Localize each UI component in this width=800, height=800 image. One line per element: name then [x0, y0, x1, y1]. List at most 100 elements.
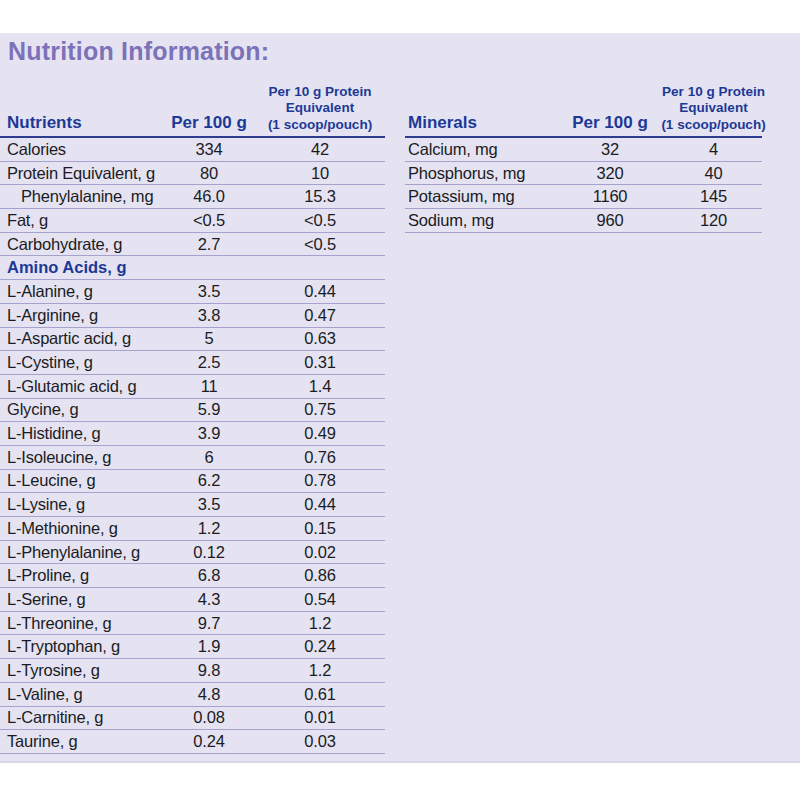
- table-row: L-Alanine, g 3.5 0.44: [0, 280, 385, 304]
- per-100g-value: 9.8: [148, 661, 270, 680]
- per-10g-value: 0.44: [270, 495, 370, 514]
- page-title: Nutrition Information:: [8, 37, 269, 66]
- nutrition-panel: Nutrition Information: Nutrients Per 100…: [0, 33, 800, 763]
- row-label: L-Arginine, g: [0, 306, 148, 325]
- per-100g-value: 0.12: [148, 543, 270, 562]
- table-row: L-Threonine, g 9.7 1.2: [0, 612, 385, 636]
- nutrients-table: Nutrients Per 100 g Per 10 g Protein Equ…: [0, 76, 385, 754]
- per-100g-value: 80: [148, 164, 270, 183]
- per-10g-value: 0.01: [270, 708, 370, 727]
- per-10g-value: 0.63: [270, 329, 370, 348]
- table-row: L-Proline, g 6.8 0.86: [0, 564, 385, 588]
- per-100g-value: 1.9: [148, 637, 270, 656]
- row-label: Taurine, g: [0, 732, 148, 751]
- table-row: Phenylalanine, mg 46.0 15.3: [0, 185, 385, 209]
- per-10g-header-line3: (1 scoop/pouch): [268, 117, 372, 134]
- row-label: L-Leucine, g: [0, 471, 148, 490]
- per-10g-value: 145: [665, 187, 762, 206]
- per-100g-value: 2.5: [148, 353, 270, 372]
- row-label: L-Alanine, g: [0, 282, 148, 301]
- table-row: L-Tyrosine, g 9.8 1.2: [0, 659, 385, 683]
- per-10g-value: 10: [270, 164, 370, 183]
- per-10g-header-line3: (1 scoop/pouch): [661, 117, 765, 134]
- table-row: Carbohydrate, g 2.7 <0.5: [0, 233, 385, 257]
- table-row: L-Cystine, g 2.5 0.31: [0, 351, 385, 375]
- per-10g-value: 0.15: [270, 519, 370, 538]
- per-100g-value: 4.8: [148, 685, 270, 704]
- per-100g-value: <0.5: [148, 211, 270, 230]
- per-10g-header-line2: Equivalent: [679, 100, 747, 117]
- per-100g-header: Per 100 g: [555, 113, 665, 136]
- table-row: L-Methionine, g 1.2 0.15: [0, 517, 385, 541]
- table-row: L-Leucine, g 6.2 0.78: [0, 470, 385, 494]
- per-100g-value: 960: [555, 211, 665, 230]
- table-row: Taurine, g 0.24 0.03: [0, 730, 385, 754]
- row-label: Potassium, mg: [405, 187, 555, 206]
- per-10g-value: 40: [665, 164, 762, 183]
- row-label: Glycine, g: [0, 400, 148, 419]
- minerals-table-header: Minerals Per 100 g Per 10 g Protein Equi…: [405, 76, 762, 138]
- table-row: L-Valine, g 4.8 0.61: [0, 683, 385, 707]
- nutrients-table-rows: Calories 334 42 Protein Equivalent, g 80…: [0, 138, 385, 754]
- row-label: Carbohydrate, g: [0, 235, 148, 254]
- per-10g-value: 4: [665, 140, 762, 159]
- per-10g-value: 0.47: [270, 306, 370, 325]
- table-row: Potassium, mg 1160 145: [405, 185, 762, 209]
- per-10g-value: 1.4: [270, 377, 370, 396]
- per-10g-value: 1.2: [270, 661, 370, 680]
- row-label: Calories: [0, 140, 148, 159]
- per-100g-value: 5: [148, 329, 270, 348]
- nutrition-label-sheet: Nutrition Information: Nutrients Per 100…: [0, 0, 800, 800]
- per-100g-value: 4.3: [148, 590, 270, 609]
- row-label: L-Histidine, g: [0, 424, 148, 443]
- per-10g-value: 0.86: [270, 566, 370, 585]
- table-row: L-Isoleucine, g 6 0.76: [0, 446, 385, 470]
- per-100g-value: 320: [555, 164, 665, 183]
- table-row: L-Tryptophan, g 1.9 0.24: [0, 635, 385, 659]
- row-label: L-Tryptophan, g: [0, 637, 148, 656]
- table-row: Glycine, g 5.9 0.75: [0, 399, 385, 423]
- per-100g-value: 1.2: [148, 519, 270, 538]
- per-100g-value: 5.9: [148, 400, 270, 419]
- per-100g-value: 46.0: [148, 187, 270, 206]
- per-10g-value: 42: [270, 140, 370, 159]
- per-100g-header: Per 100 g: [148, 113, 270, 136]
- table-row: L-Lysine, g 3.5 0.44: [0, 493, 385, 517]
- row-label: L-Phenylalanine, g: [0, 543, 148, 562]
- nutrients-header-label: Nutrients: [0, 113, 148, 136]
- row-label: Amino Acids, g: [0, 258, 385, 277]
- row-label: L-Carnitine, g: [0, 708, 148, 727]
- table-row: L-Arginine, g 3.8 0.47: [0, 304, 385, 328]
- row-label: Fat, g: [0, 211, 148, 230]
- row-label: Phosphorus, mg: [405, 164, 555, 183]
- per-10g-value: 15.3: [270, 187, 370, 206]
- per-10g-value: 0.44: [270, 282, 370, 301]
- row-label: Calcium, mg: [405, 140, 555, 159]
- per-10g-header-line1: Per 10 g Protein: [269, 84, 372, 101]
- per-10g-value: 1.2: [270, 614, 370, 633]
- per-10g-value: <0.5: [270, 235, 370, 254]
- per-100g-value: 9.7: [148, 614, 270, 633]
- per-10g-value: 0.61: [270, 685, 370, 704]
- row-label: L-Tyrosine, g: [0, 661, 148, 680]
- nutrients-table-header: Nutrients Per 100 g Per 10 g Protein Equ…: [0, 76, 385, 138]
- per-10g-value: 0.03: [270, 732, 370, 751]
- per-10g-protein-header: Per 10 g Protein Equivalent (1 scoop/pou…: [270, 84, 370, 137]
- minerals-table: Minerals Per 100 g Per 10 g Protein Equi…: [405, 76, 762, 233]
- minerals-table-rows: Calcium, mg 32 4 Phosphorus, mg 320 40 P…: [405, 138, 762, 233]
- row-label: L-Aspartic acid, g: [0, 329, 148, 348]
- per-100g-value: 32: [555, 140, 665, 159]
- per-100g-value: 3.5: [148, 495, 270, 514]
- table-row: Phosphorus, mg 320 40: [405, 162, 762, 186]
- table-row: Calories 334 42: [0, 138, 385, 162]
- per-10g-value: 0.24: [270, 637, 370, 656]
- row-label: L-Glutamic acid, g: [0, 377, 148, 396]
- per-100g-value: 11: [148, 377, 270, 396]
- per-100g-value: 0.08: [148, 708, 270, 727]
- table-row: Fat, g <0.5 <0.5: [0, 209, 385, 233]
- table-row: Sodium, mg 960 120: [405, 209, 762, 233]
- row-label: L-Methionine, g: [0, 519, 148, 538]
- row-label: L-Proline, g: [0, 566, 148, 585]
- per-100g-value: 6: [148, 448, 270, 467]
- row-label: L-Threonine, g: [0, 614, 148, 633]
